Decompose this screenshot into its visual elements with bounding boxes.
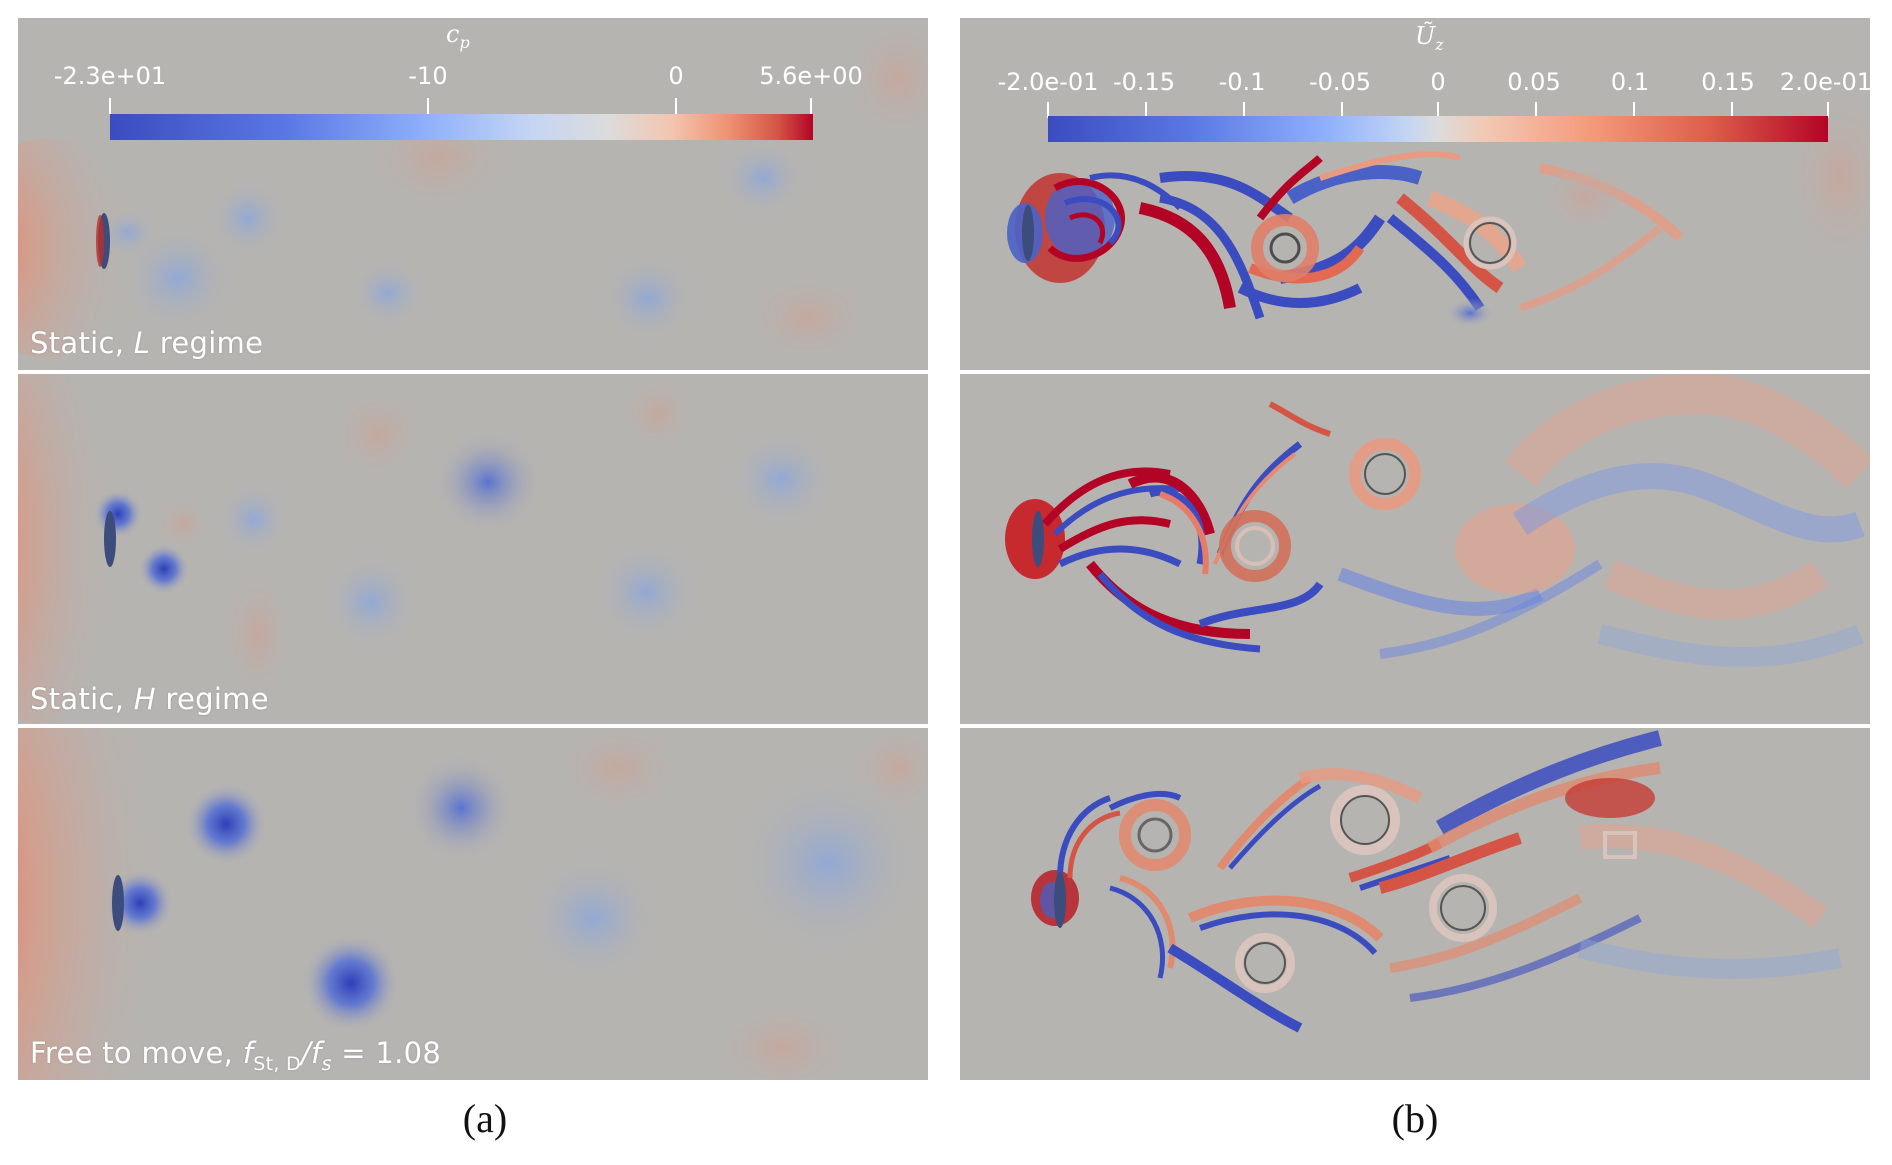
caption-b: (b) <box>1391 1096 1439 1141</box>
uz-tick-label: -0.15 <box>1112 68 1176 96</box>
panel-a-static-h: Static, H regime <box>18 374 928 726</box>
uz-tick-label: 2.0e-01 <box>1779 68 1870 96</box>
cp-colorbar <box>110 114 813 140</box>
uz-tick-label: -2.0e-01 <box>997 68 1099 96</box>
divider <box>18 370 928 374</box>
panel-b-free-to-move <box>960 728 1870 1080</box>
panel-b-column: Ũz -2.0e-01 -0.15 -0.1 -0.05 0 0.05 0.1 … <box>960 18 1870 1080</box>
cp-field-a1 <box>18 18 928 370</box>
cp-field-a2 <box>18 374 928 726</box>
cp-tick-label: 5.6e+00 <box>759 62 863 90</box>
uz-tick <box>1047 102 1049 118</box>
cp-tick-label: 0 <box>668 62 684 90</box>
regime-label-static-h: Static, H regime <box>30 682 269 716</box>
panel-b-static-h <box>960 374 1870 726</box>
uz-field-b1 <box>960 18 1870 370</box>
cp-tick-label: -10 <box>408 62 448 90</box>
uz-tick <box>1437 102 1439 118</box>
cp-colorbar-title: cp <box>446 20 470 52</box>
uz-tick-label: -0.1 <box>1218 68 1266 96</box>
uz-tick <box>1535 102 1537 118</box>
uz-colorbar <box>1048 116 1828 142</box>
panel-b-static-l: Ũz -2.0e-01 -0.15 -0.1 -0.05 0 0.05 0.1 … <box>960 18 1870 370</box>
cp-tick <box>675 98 677 114</box>
uz-tick-label: 0.1 <box>1610 68 1650 96</box>
uz-field-b3 <box>960 728 1870 1080</box>
cp-field-a3 <box>18 728 928 1080</box>
uz-tick <box>1243 102 1245 118</box>
regime-label-static-l: Static, L regime <box>30 326 264 360</box>
uz-tick <box>1827 102 1829 118</box>
uz-field-b2 <box>960 374 1870 726</box>
uz-colorbar-title: Ũz <box>1415 22 1444 54</box>
panel-a-free-to-move: Free to move, fSt, D/fs = 1.08 <box>18 728 928 1080</box>
uz-tick-label: -0.05 <box>1308 68 1372 96</box>
uz-tick <box>1731 102 1733 118</box>
cp-tick <box>810 98 812 114</box>
panel-a-static-l: Static, L regime cp -2.3e+01 -10 0 5.6e+… <box>18 18 928 370</box>
uz-tick <box>1341 102 1343 118</box>
cp-tick <box>427 98 429 114</box>
divider <box>18 724 928 728</box>
divider <box>960 724 1870 728</box>
uz-tick-label: 0 <box>1430 68 1446 96</box>
uz-tick-label: 0.15 <box>1701 68 1755 96</box>
divider <box>960 370 1870 374</box>
panel-a-column: Static, L regime cp -2.3e+01 -10 0 5.6e+… <box>18 18 928 1080</box>
regime-label-free-to-move: Free to move, fSt, D/fs = 1.08 <box>30 1036 442 1075</box>
uz-tick <box>1145 102 1147 118</box>
cp-tick <box>109 98 111 114</box>
caption-a: (a) <box>462 1096 508 1141</box>
uz-tick <box>1633 102 1635 118</box>
uz-tick-label: 0.05 <box>1507 68 1561 96</box>
cp-tick-label: -2.3e+01 <box>53 62 167 90</box>
